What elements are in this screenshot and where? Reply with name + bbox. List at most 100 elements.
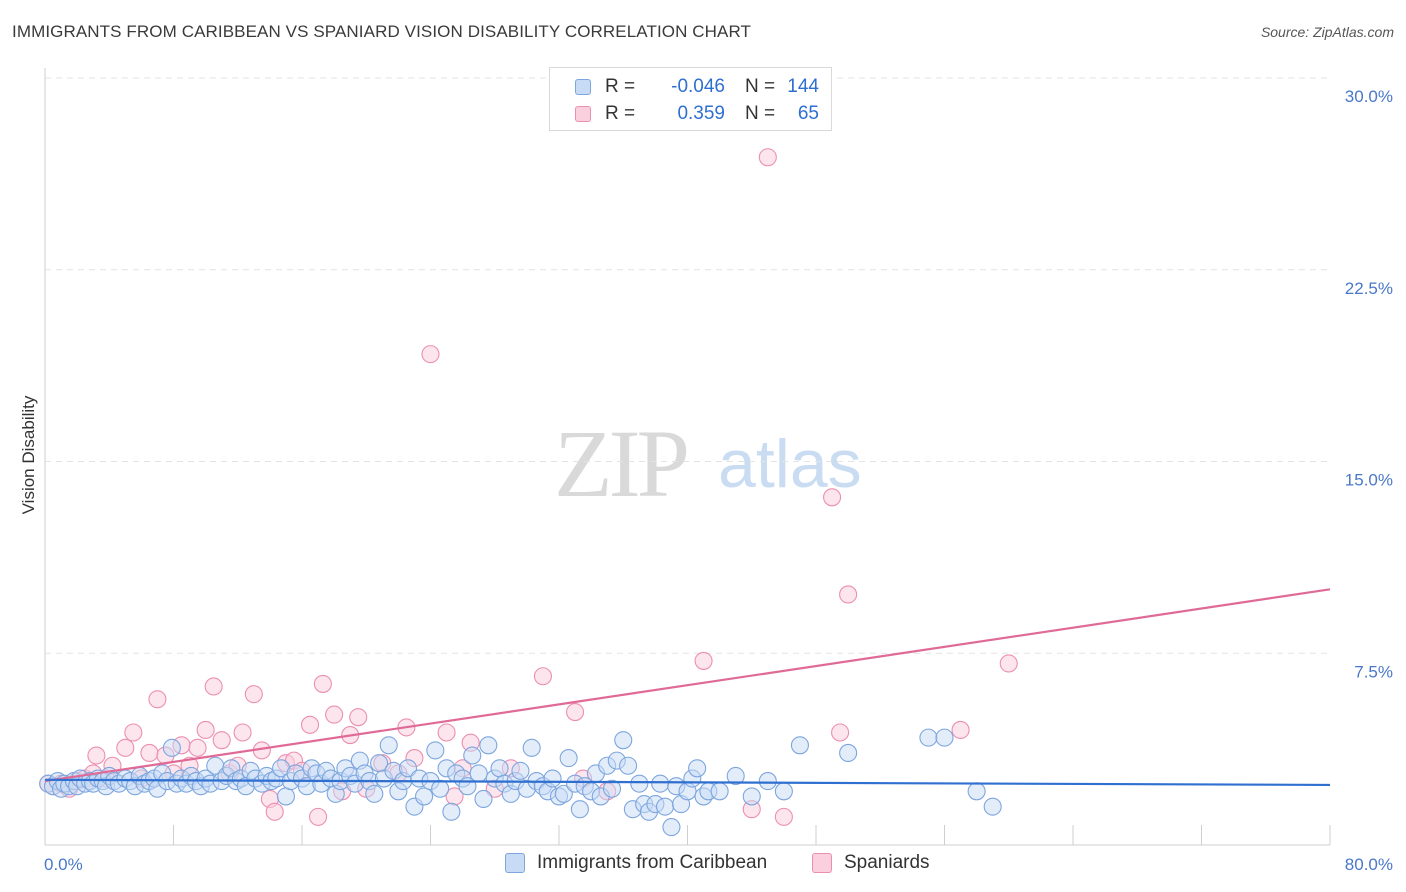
data-point-caribbean xyxy=(935,728,954,747)
trend-lines xyxy=(44,588,1331,787)
data-point-spaniards xyxy=(87,746,106,765)
data-point-caribbean xyxy=(398,759,418,778)
data-point-spaniards xyxy=(694,651,713,670)
data-point-caribbean xyxy=(469,764,488,783)
data-point-spaniards xyxy=(188,738,207,757)
grid-lines xyxy=(45,77,1330,654)
data-point-caribbean xyxy=(710,782,729,801)
legend-label-spaniards: Spaniards xyxy=(844,852,930,873)
data-point-spaniards xyxy=(437,723,456,742)
data-point-caribbean xyxy=(479,736,498,755)
y-tick-label: 15.0% xyxy=(1345,471,1393,490)
legend-r-label: R = xyxy=(605,103,636,124)
chart-title: IMMIGRANTS FROM CARIBBEAN VS SPANIARD VI… xyxy=(12,22,752,41)
legend-item-spaniards: Spaniards xyxy=(812,852,930,874)
series-caribbean-points xyxy=(39,728,1002,837)
legend-swatch-blue xyxy=(505,853,525,873)
correlation-legend: R = -0.046 N = 144 R = 0.359 N = 65 xyxy=(549,67,832,131)
data-point-caribbean xyxy=(839,743,858,763)
watermark-zip: ZIP xyxy=(554,410,690,517)
data-point-spaniards xyxy=(124,723,143,742)
y-tick-label: 30.0% xyxy=(1345,87,1393,106)
axes xyxy=(44,68,1331,846)
data-point-caribbean xyxy=(619,756,638,775)
y-tick-label: 22.5% xyxy=(1345,279,1393,298)
data-point-caribbean xyxy=(490,759,509,778)
data-point-caribbean xyxy=(511,761,530,780)
legend-n-label: N = xyxy=(745,103,776,124)
data-point-spaniards xyxy=(148,690,167,709)
data-point-caribbean xyxy=(463,746,482,765)
data-point-spaniards xyxy=(831,723,850,742)
data-point-caribbean xyxy=(758,772,777,791)
data-point-spaniards xyxy=(758,148,777,167)
source-label: Source: ZipAtlas.com xyxy=(1260,24,1394,40)
legend-swatch-pink xyxy=(812,853,832,873)
data-point-spaniards xyxy=(309,807,328,826)
data-point-caribbean xyxy=(651,774,670,793)
data-point-spaniards xyxy=(233,723,252,742)
trend-line-spaniards xyxy=(44,588,1331,783)
data-point-caribbean xyxy=(379,736,398,755)
data-point-caribbean xyxy=(426,741,445,760)
data-point-caribbean xyxy=(442,802,461,821)
data-point-spaniards xyxy=(265,802,284,821)
legend-swatch-blue xyxy=(575,79,591,95)
legend-r-label: R = xyxy=(605,76,636,97)
data-point-caribbean xyxy=(726,766,745,786)
y-axis-title: Vision Disability xyxy=(19,395,38,514)
data-point-spaniards xyxy=(999,654,1018,673)
data-point-caribbean xyxy=(415,787,434,806)
data-point-caribbean xyxy=(614,731,633,750)
x-tick-label: 0.0% xyxy=(44,855,83,874)
data-point-spaniards xyxy=(140,743,159,763)
data-point-spaniards xyxy=(839,585,858,604)
data-point-spaniards xyxy=(313,674,332,693)
data-point-caribbean xyxy=(630,774,649,793)
legend-n-value: 65 xyxy=(797,103,819,124)
data-point-caribbean xyxy=(543,769,562,788)
data-point-spaniards xyxy=(349,708,368,727)
series-spaniards-points xyxy=(39,148,1018,826)
data-point-spaniards xyxy=(951,720,970,740)
data-point-spaniards xyxy=(774,807,793,826)
data-point-spaniards xyxy=(196,720,215,740)
data-point-spaniards xyxy=(212,731,231,750)
legend-item-caribbean: Immigrants from Caribbean xyxy=(505,852,767,874)
legend-swatch-pink xyxy=(575,106,591,122)
data-point-spaniards xyxy=(244,685,263,704)
legend-r-value: -0.046 xyxy=(671,76,725,97)
data-point-spaniards xyxy=(823,488,842,507)
legend-row-caribbean: R = -0.046 N = 144 xyxy=(575,74,819,100)
data-point-spaniards xyxy=(325,705,344,724)
data-point-spaniards xyxy=(204,677,223,696)
data-point-spaniards xyxy=(421,345,440,364)
data-point-caribbean xyxy=(365,784,384,803)
data-point-caribbean xyxy=(967,782,986,801)
data-point-caribbean xyxy=(919,728,938,747)
data-point-caribbean xyxy=(570,800,589,819)
data-point-caribbean xyxy=(559,749,578,768)
data-point-caribbean xyxy=(662,818,681,837)
legend-r-value: 0.359 xyxy=(677,103,725,124)
data-point-caribbean xyxy=(983,797,1002,816)
trend-line-caribbean xyxy=(44,778,1331,787)
y-tick-label: 7.5% xyxy=(1354,662,1393,681)
data-point-caribbean xyxy=(522,738,541,757)
watermark-atlas: atlas xyxy=(718,426,862,502)
series-legend: Immigrants from Caribbean Spaniards xyxy=(0,852,1406,878)
data-point-spaniards xyxy=(533,667,552,686)
legend-n-label: N = xyxy=(745,76,776,97)
data-point-caribbean xyxy=(688,759,707,778)
data-point-caribbean xyxy=(655,797,675,816)
data-point-caribbean xyxy=(742,787,761,806)
tick-labels: 7.5% 15.0% 22.5% 30.0% 0.0% 80.0% xyxy=(44,87,1393,874)
data-point-caribbean xyxy=(602,779,622,798)
data-point-caribbean xyxy=(774,782,793,801)
data-point-caribbean xyxy=(431,779,450,798)
data-point-caribbean xyxy=(554,784,573,803)
data-point-caribbean xyxy=(162,738,181,757)
legend-row-spaniards: R = 0.359 N = 65 xyxy=(575,101,819,127)
data-point-spaniards xyxy=(300,715,320,734)
